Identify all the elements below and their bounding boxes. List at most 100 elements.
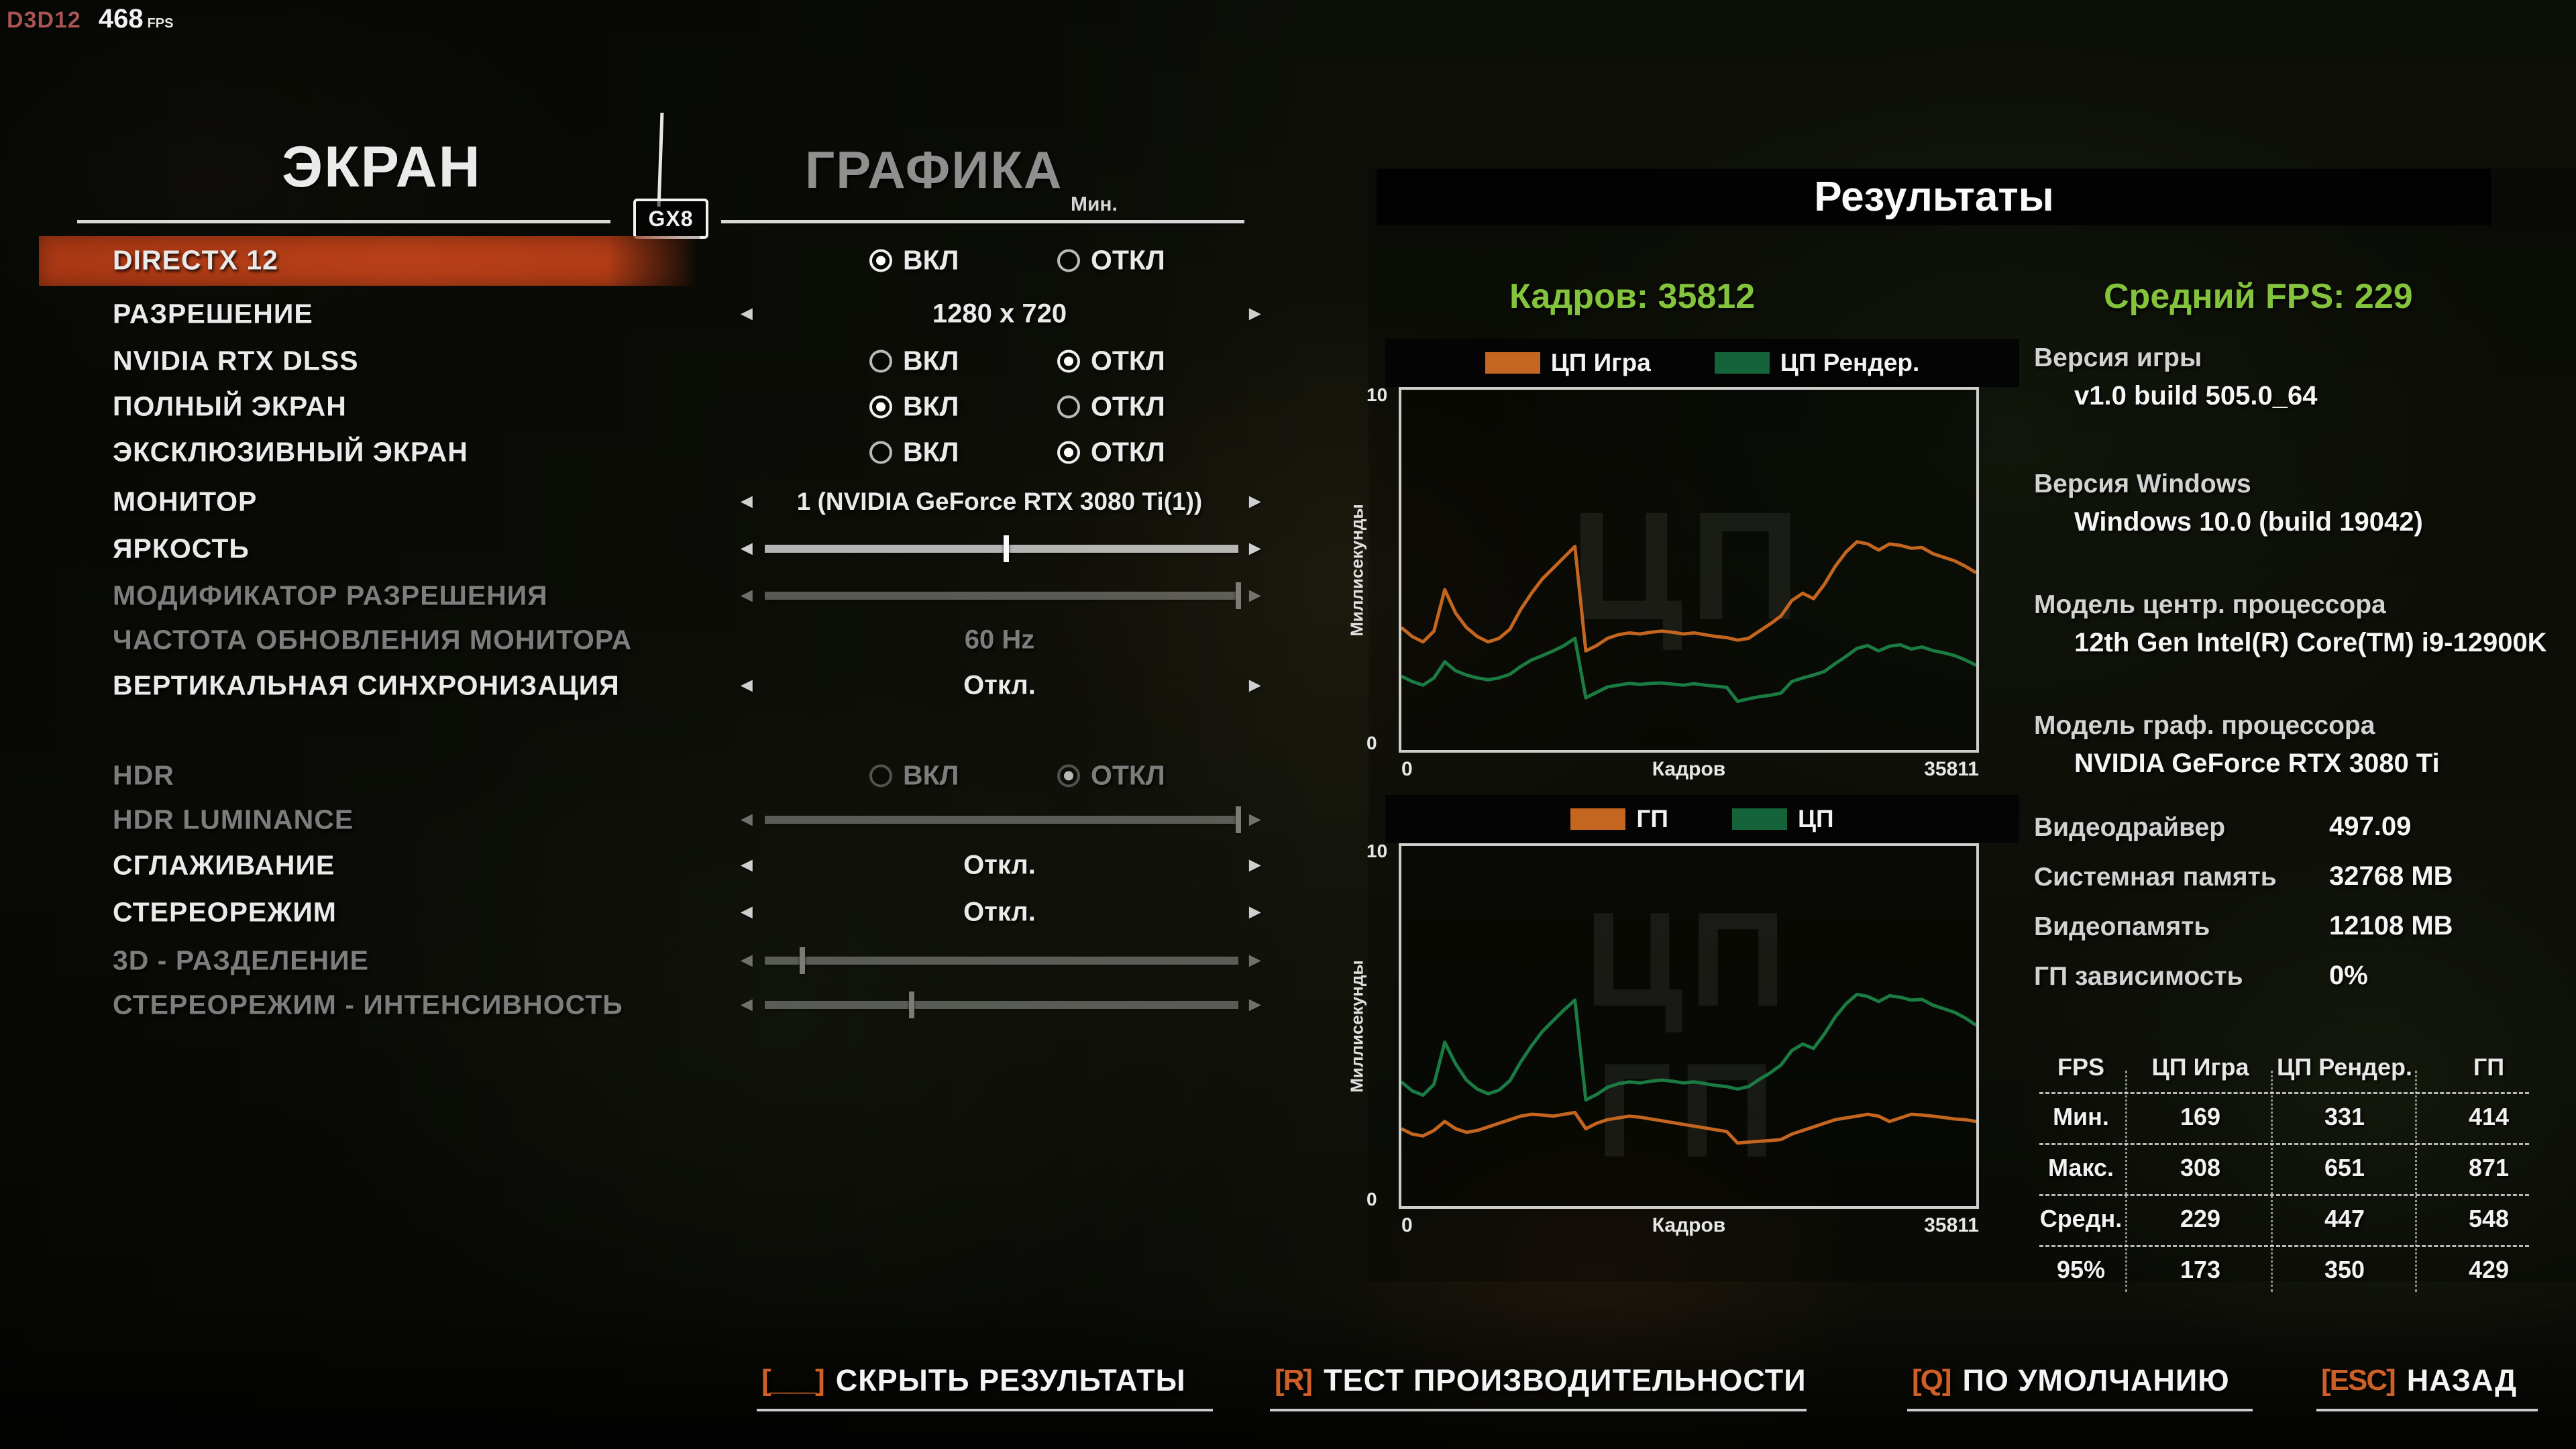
chart-watermark-cpu: ЦП bbox=[1585, 885, 1793, 1034]
back-button[interactable]: [ESC] НАЗАД bbox=[2321, 1360, 2517, 1401]
table-header-row: FPS ЦП Игра ЦП Рендер. ГП bbox=[2039, 1044, 2529, 1091]
slider-thumb bbox=[908, 991, 914, 1018]
slider-thumb[interactable] bbox=[1004, 535, 1010, 562]
radio-off-option[interactable]: ОТКЛ bbox=[1057, 245, 1165, 276]
radio-off-icon[interactable] bbox=[1057, 350, 1080, 372]
tab-graphics[interactable]: ГРАФИКА bbox=[805, 140, 1063, 199]
fps-overlay-api: D3D12 bbox=[7, 7, 81, 33]
chart-watermark: ЦП bbox=[1570, 480, 1808, 652]
chart-plot-area: ЦП 10 0 Миллисекунды bbox=[1347, 384, 1979, 753]
setting-label: МОНИТОР bbox=[113, 486, 258, 517]
table-vertical-separator bbox=[2415, 1071, 2417, 1292]
setting-row-resolution[interactable]: РАЗРЕШЕНИЕ ◄ 1280 x 720 ► bbox=[0, 290, 1301, 338]
radio-off-option[interactable]: ОТКЛ bbox=[1057, 391, 1165, 423]
button-underline bbox=[2316, 1409, 2538, 1411]
legend-chip-gpu bbox=[1570, 808, 1626, 830]
radio-off-option[interactable]: ОТКЛ bbox=[1057, 437, 1165, 468]
brightness-slider[interactable] bbox=[765, 535, 1238, 562]
stepper-right-arrow-icon[interactable]: ► bbox=[1245, 901, 1265, 923]
hdr-luminance-slider bbox=[765, 806, 1241, 833]
stepper-left-arrow-icon[interactable]: ◄ bbox=[737, 674, 757, 696]
setting-row-directx12[interactable]: DIRECTX 12 ВКЛ ОТКЛ bbox=[0, 236, 1301, 284]
fps-overlay: D3D12 468 FPS bbox=[7, 4, 174, 34]
stepper-right-arrow-icon[interactable]: ► bbox=[1245, 674, 1265, 696]
table-cell: 331 bbox=[2324, 1103, 2365, 1130]
space-key-icon: [___] bbox=[761, 1364, 825, 1397]
radio-on-icon[interactable] bbox=[869, 249, 892, 272]
info-label-video-memory: Видеопамять bbox=[2034, 912, 2210, 941]
y-axis-tick-min: 0 bbox=[1366, 733, 1377, 753]
radio-off-icon[interactable] bbox=[1057, 249, 1080, 272]
setting-label: HDR LUMINANCE bbox=[113, 804, 354, 835]
radio-off-option[interactable]: ОТКЛ bbox=[1057, 345, 1165, 377]
slider-right-arrow-icon: ► bbox=[1245, 994, 1265, 1016]
resolution-modifier-slider bbox=[765, 582, 1241, 609]
setting-row-stereo-mode[interactable]: СТЕРЕОРЕЖИМ ◄ Откл. ► bbox=[0, 888, 1301, 936]
setting-row-vsync[interactable]: ВЕРТИКАЛЬНАЯ СИНХРОНИЗАЦИЯ ◄ Откл. ► bbox=[0, 661, 1301, 710]
stepper-left-arrow-icon[interactable]: ◄ bbox=[737, 490, 757, 513]
radio-off-icon[interactable] bbox=[1057, 395, 1080, 418]
run-benchmark-button[interactable]: [R] ТЕСТ ПРОИЗВОДИТЕЛЬНОСТИ bbox=[1275, 1360, 1807, 1401]
info-value-windows-version: Windows 10.0 (build 19042) bbox=[2074, 507, 2423, 537]
radio-on-option: ВКЛ bbox=[869, 760, 959, 792]
setting-row-monitor[interactable]: МОНИТОР ◄ 1 (NVIDIA GeForce RTX 3080 Ti(… bbox=[0, 478, 1301, 526]
header-underline-left bbox=[77, 220, 610, 223]
radio-off-icon bbox=[1057, 764, 1080, 787]
table-row-label: 95% bbox=[2056, 1256, 2106, 1283]
table-row-label: Макс. bbox=[2047, 1154, 2114, 1181]
radio-off-icon[interactable] bbox=[1057, 441, 1080, 464]
setting-value: Откл. bbox=[963, 670, 1036, 700]
table-header-cpu-render: ЦП Рендер. bbox=[2277, 1053, 2412, 1081]
setting-row-fullscreen[interactable]: ПОЛНЫЙ ЭКРАН ВКЛ ОТКЛ bbox=[0, 382, 1301, 431]
setting-row-exclusive-fullscreen[interactable]: ЭКСКЛЮЗИВНЫЙ ЭКРАН ВКЛ ОТКЛ bbox=[0, 428, 1301, 476]
button-underline bbox=[757, 1409, 1213, 1411]
stepper-right-arrow-icon[interactable]: ► bbox=[1245, 303, 1265, 325]
setting-label: СГЛАЖИВАНИЕ bbox=[113, 849, 335, 881]
radio-on-option[interactable]: ВКЛ bbox=[869, 391, 959, 423]
slider-left-arrow-icon[interactable]: ◄ bbox=[737, 537, 757, 559]
setting-label: ЯРКОСТЬ bbox=[113, 533, 250, 564]
slider-thumb bbox=[1236, 582, 1241, 609]
setting-row-dlss[interactable]: NVIDIA RTX DLSS ВКЛ ОТКЛ bbox=[0, 337, 1301, 385]
hide-results-button[interactable]: [___] СКРЫТЬ РЕЗУЛЬТАТЫ bbox=[761, 1360, 1186, 1401]
setting-value: Откл. bbox=[963, 850, 1036, 880]
slider-left-arrow-icon: ◄ bbox=[737, 949, 757, 971]
y-axis-tick-max: 10 bbox=[1366, 384, 1388, 405]
setting-label: СТЕРЕОРЕЖИМ - ИНТЕНСИВНОСТЬ bbox=[113, 989, 623, 1020]
setting-row-antialiasing[interactable]: СГЛАЖИВАНИЕ ◄ Откл. ► bbox=[0, 841, 1301, 890]
defaults-button[interactable]: [Q] ПО УМОЛЧАНИЮ bbox=[1912, 1360, 2230, 1401]
slider-right-arrow-icon[interactable]: ► bbox=[1245, 537, 1265, 559]
tab-screen[interactable]: ЭКРАН bbox=[282, 135, 482, 199]
chart-lines bbox=[1401, 540, 1976, 703]
setting-label: СТЕРЕОРЕЖИМ bbox=[113, 896, 337, 928]
stepper-right-arrow-icon[interactable]: ► bbox=[1245, 490, 1265, 513]
radio-on-icon[interactable] bbox=[869, 441, 892, 464]
radio-on-option[interactable]: ВКЛ bbox=[869, 345, 959, 377]
radio-on-icon[interactable] bbox=[869, 350, 892, 372]
stepper-left-arrow-icon[interactable]: ◄ bbox=[737, 901, 757, 923]
y-axis-tick-min: 0 bbox=[1366, 1189, 1377, 1210]
x-axis-tick-max: 35811 bbox=[1924, 758, 1979, 780]
slider-thumb bbox=[800, 947, 806, 974]
setting-row-hdr-luminance: HDR LUMINANCE ◄ ► bbox=[0, 796, 1301, 844]
info-label-game-version: Версия игры bbox=[2034, 343, 2202, 372]
table-row-label: Средн. bbox=[2039, 1205, 2123, 1232]
button-label: ПО УМОЛЧАНИЮ bbox=[1962, 1363, 2230, 1397]
setting-row-brightness[interactable]: ЯРКОСТЬ ◄ ► bbox=[0, 525, 1301, 573]
legend-item: ЦП Игра bbox=[1485, 349, 1651, 377]
setting-row-hdr: HDR ВКЛ ОТКЛ bbox=[0, 751, 1301, 800]
stepper-right-arrow-icon[interactable]: ► bbox=[1245, 854, 1265, 876]
average-fps: Средний FPS: 229 bbox=[2104, 277, 2413, 316]
radio-on-option[interactable]: ВКЛ bbox=[869, 245, 959, 276]
radio-on-icon[interactable] bbox=[869, 395, 892, 418]
stepper-left-arrow-icon[interactable]: ◄ bbox=[737, 303, 757, 325]
slider-right-arrow-icon: ► bbox=[1245, 808, 1265, 830]
button-underline bbox=[1907, 1409, 2253, 1411]
radio-on-option[interactable]: ВКЛ bbox=[869, 437, 959, 468]
table-cell: 350 bbox=[2324, 1256, 2365, 1283]
button-label: НАЗАД bbox=[2406, 1363, 2518, 1397]
frames-count: Кадров: 35812 bbox=[1509, 277, 1756, 316]
setting-label: DIRECTX 12 bbox=[113, 244, 278, 276]
stepper-left-arrow-icon[interactable]: ◄ bbox=[737, 854, 757, 876]
